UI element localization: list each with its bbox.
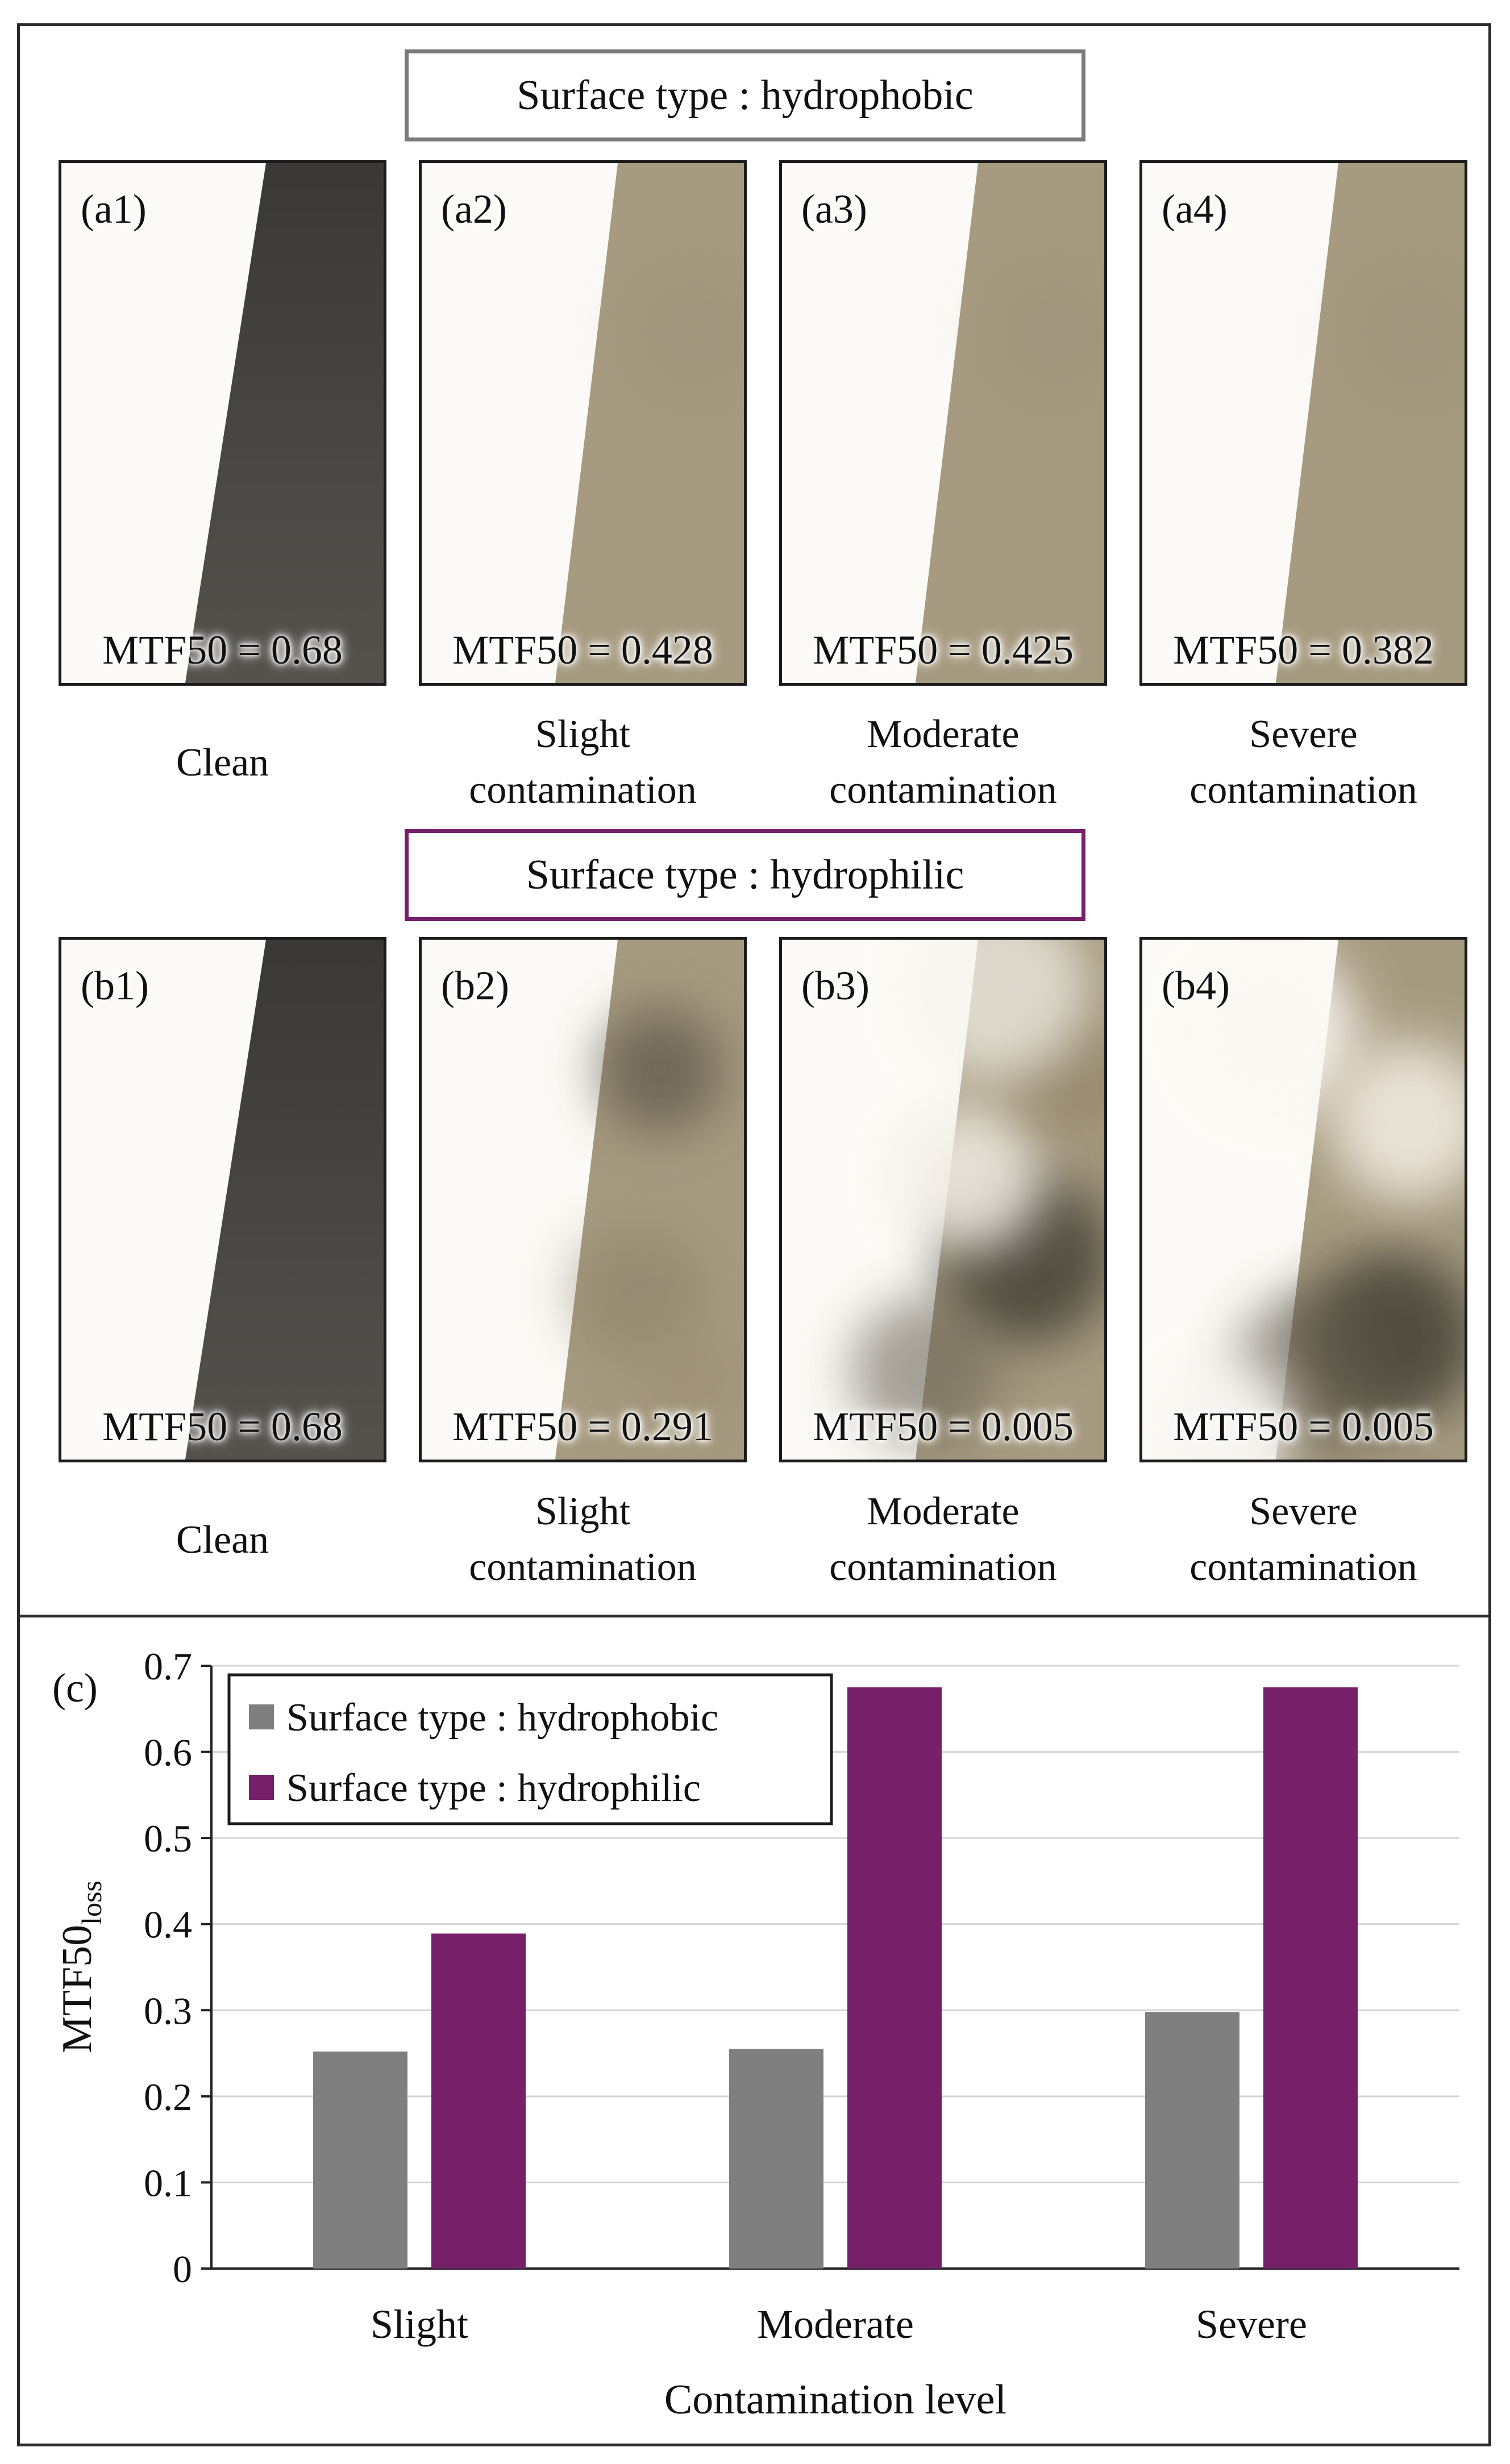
legend-label: Surface type : hydrophobic [286, 1696, 718, 1740]
mtf50-value: MTF50 = 0.68 [102, 627, 343, 673]
legend-label: Surface type : hydrophilic [286, 1766, 701, 1810]
image-panel-a2: (a2) MTF50 = 0.428 [419, 160, 747, 686]
panel-tag: (a2) [441, 186, 507, 232]
caption-line: contamination [829, 768, 1057, 812]
panel-caption: Moderate contamination [773, 707, 1114, 818]
caption-line: contamination [829, 1545, 1057, 1589]
panel-caption: Severe contamination [1133, 707, 1474, 818]
bar-hydrophobic-slight [313, 2052, 407, 2269]
caption-line: Moderate [867, 712, 1020, 756]
edge-photo [782, 163, 1104, 683]
y-tick-label: 0.7 [144, 1645, 192, 1688]
image-panel-b3: (b3) MTF50 = 0.005 [779, 937, 1107, 1462]
mtf50-value: MTF50 = 0.382 [1173, 627, 1434, 673]
caption-line: contamination [1189, 768, 1417, 812]
y-axis-title-subscript: loss [76, 1881, 107, 1925]
mtf50-value: MTF50 = 0.005 [1173, 1404, 1434, 1449]
caption-line: Severe [1249, 1490, 1358, 1533]
y-tick-label: 0.5 [144, 1817, 192, 1860]
mtf50-value: MTF50 = 0.428 [452, 627, 713, 673]
panel-caption: Slight contamination [413, 1484, 754, 1595]
panel-caption: Moderate contamination [773, 1484, 1114, 1595]
hydrophilic-section-title: Surface type : hydrophilic [405, 829, 1085, 921]
y-tick-label: 0.1 [144, 2161, 192, 2204]
section-divider [17, 1615, 1491, 1617]
image-panel-a3: (a3) MTF50 = 0.425 [779, 160, 1107, 686]
image-panel-b4: (b4) MTF50 = 0.005 [1139, 937, 1467, 1462]
chart-panel-tag: (c) [52, 1665, 98, 1711]
bar-hydrophilic-moderate [847, 1687, 942, 2269]
panel-caption: Slight contamination [413, 707, 754, 818]
bar-hydrophilic-slight [431, 1933, 526, 2269]
edge-photo [782, 940, 1104, 1460]
hydrophobic-section-title: Surface type : hydrophobic [405, 49, 1085, 141]
mtf50-value: MTF50 = 0.425 [813, 627, 1074, 673]
panel-tag: (a3) [801, 186, 867, 232]
panel-tag: (b1) [81, 963, 149, 1008]
y-axis-title-main: MTF50 [54, 1925, 101, 2053]
x-tick-label: Slight [371, 2302, 468, 2347]
edge-photo [422, 163, 744, 683]
y-tick-label: 0 [173, 2248, 192, 2291]
image-panel-a1: (a1) MTF50 = 0.68 [59, 160, 386, 686]
panel-tag: (b4) [1162, 963, 1230, 1008]
caption-line: Slight [535, 1490, 631, 1533]
x-tick-label: Severe [1196, 2302, 1307, 2347]
panel-tag: (a1) [81, 186, 147, 232]
edge-photo [61, 163, 384, 683]
caption-line: Slight [535, 712, 631, 756]
edge-photo [422, 940, 744, 1460]
panel-tag: (b2) [441, 963, 509, 1008]
mtf50-value: MTF50 = 0.68 [102, 1404, 343, 1449]
bar-hydrophilic-severe [1263, 1687, 1358, 2269]
edge-photo [1142, 163, 1465, 683]
x-tick-label: Moderate [757, 2302, 914, 2347]
y-tick-label: 0.3 [144, 1989, 192, 2032]
y-axis-title: MTF50loss [54, 1881, 107, 2053]
caption-line: contamination [469, 1545, 697, 1589]
panel-caption: Clean [52, 735, 393, 791]
panel-tag: (a4) [1162, 186, 1228, 232]
edge-photo [61, 940, 384, 1460]
caption-line: Moderate [867, 1490, 1020, 1533]
panel-caption: Severe contamination [1133, 1484, 1474, 1595]
bar-hydrophobic-severe [1145, 2012, 1239, 2269]
image-panel-a4: (a4) MTF50 = 0.382 [1139, 160, 1467, 686]
caption-line: Clean [176, 741, 269, 785]
figure-frame [17, 23, 1491, 2446]
y-tick-label: 0.6 [144, 1731, 192, 1774]
panel-tag: (b3) [801, 963, 870, 1008]
panel-caption: Clean [52, 1512, 393, 1568]
legend-swatch [249, 1704, 274, 1729]
edge-photo [1142, 940, 1465, 1460]
caption-line: Severe [1249, 712, 1358, 756]
image-panel-b1: (b1) MTF50 = 0.68 [59, 937, 386, 1462]
caption-line: contamination [469, 768, 697, 812]
y-tick-label: 0.2 [144, 2075, 192, 2119]
legend-box [227, 1673, 833, 1825]
bar-hydrophobic-moderate [729, 2049, 823, 2269]
x-axis-title: Contamination level [664, 2377, 1006, 2423]
mtf50-value: MTF50 = 0.291 [452, 1404, 713, 1449]
image-panel-b2: (b2) MTF50 = 0.291 [419, 937, 747, 1462]
legend-swatch [249, 1775, 274, 1800]
caption-line: contamination [1189, 1545, 1417, 1589]
mtf50-value: MTF50 = 0.005 [813, 1404, 1074, 1449]
y-tick-label: 0.4 [144, 1903, 192, 1946]
caption-line: Clean [176, 1518, 269, 1562]
